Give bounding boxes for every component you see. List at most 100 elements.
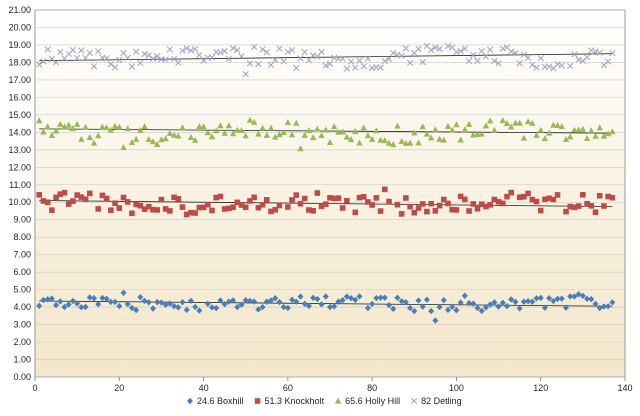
point-triangle [368, 135, 376, 142]
point-diamond [192, 303, 199, 311]
point-diamond [423, 296, 430, 303]
point-triangle [436, 135, 443, 142]
point-triangle [604, 130, 612, 137]
point-square [373, 195, 380, 201]
point-square [108, 207, 114, 214]
point-square [453, 207, 460, 213]
point-x [486, 46, 494, 53]
point-square [470, 201, 477, 207]
point-x [246, 60, 254, 67]
point-triangle [301, 131, 308, 138]
point-triangle [394, 122, 401, 129]
point-triangle [57, 120, 64, 127]
point-diamond [588, 295, 595, 303]
point-x [512, 49, 519, 57]
point-square [158, 196, 165, 203]
x-tick-label: 120 [533, 383, 548, 393]
point-square [65, 201, 72, 207]
x-tick-label: 80 [367, 383, 377, 393]
point-square [352, 209, 359, 216]
point-x [145, 52, 152, 59]
point-x [242, 70, 249, 78]
point-diamond [154, 298, 161, 306]
point-triangle [427, 134, 435, 141]
point-square [217, 193, 224, 200]
point-diamond [440, 296, 447, 304]
point-triangle [229, 130, 237, 137]
point-diamond [579, 292, 586, 300]
point-diamond [150, 305, 156, 312]
point-triangle [474, 131, 481, 138]
point-triangle [255, 130, 262, 137]
point-x [575, 56, 582, 63]
point-diamond [289, 296, 296, 303]
point-diamond [221, 300, 228, 308]
point-square [285, 204, 291, 210]
point-x [238, 53, 245, 60]
point-square [436, 202, 443, 209]
point-triangle [246, 116, 254, 123]
point-square [289, 197, 295, 203]
y-tick-label: 11.00 [9, 180, 31, 190]
point-square [188, 209, 194, 216]
point-triangle [40, 128, 47, 135]
plot-background [34, 9, 626, 378]
point-square [584, 200, 590, 207]
point-x [339, 55, 346, 62]
point-triangle [137, 126, 144, 133]
x-tick-label: 100 [449, 383, 464, 393]
point-diamond [373, 294, 380, 302]
point-x [508, 48, 515, 55]
point-diamond [398, 297, 405, 305]
point-triangle [402, 139, 410, 146]
point-triangle [276, 131, 283, 138]
point-x [132, 48, 140, 55]
point-triangle [360, 124, 367, 131]
point-triangle [486, 117, 494, 124]
point-diamond [196, 307, 203, 314]
point-triangle [478, 130, 485, 137]
point-square [167, 208, 173, 214]
legend-marker-x [410, 397, 418, 405]
point-triangle [537, 126, 544, 133]
point-x [208, 54, 216, 61]
point-square [474, 205, 481, 212]
point-diamond [314, 295, 321, 303]
point-diamond [499, 299, 506, 306]
point-x [520, 51, 528, 58]
point-square [230, 204, 236, 211]
point-square [44, 199, 51, 206]
point-diamond [495, 303, 502, 310]
point-x [162, 56, 169, 63]
point-triangle [461, 126, 469, 133]
point-diamond [381, 294, 388, 301]
point-x [103, 55, 110, 62]
point-triangle [347, 136, 355, 143]
point-triangle [499, 117, 506, 124]
point-square [49, 207, 55, 213]
point-square [171, 194, 177, 201]
point-square [605, 193, 611, 200]
point-x [69, 46, 77, 54]
point-triangle [166, 130, 174, 137]
point-square [192, 210, 198, 216]
point-x [377, 64, 384, 71]
y-tick-label: 17.00 [8, 75, 31, 85]
point-diamond [310, 294, 317, 302]
point-diamond [301, 300, 308, 307]
point-triangle [453, 121, 460, 128]
point-diamond [61, 303, 68, 311]
point-triangle [145, 136, 152, 143]
point-square [386, 198, 392, 205]
point-triangle [82, 123, 89, 130]
point-square [314, 190, 321, 196]
point-triangle [524, 118, 532, 125]
axes: 0.00 1.00 2.00 3.00 4.00 5.00 6.00 7.00 8.00 9.00… [8, 5, 632, 393]
point-square [137, 202, 144, 209]
point-x [524, 54, 532, 62]
point-triangle [318, 132, 325, 139]
point-triangle [465, 120, 473, 127]
point-x [124, 54, 131, 62]
point-square [508, 189, 515, 196]
